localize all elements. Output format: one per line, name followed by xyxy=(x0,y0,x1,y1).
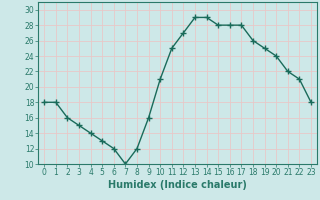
X-axis label: Humidex (Indice chaleur): Humidex (Indice chaleur) xyxy=(108,180,247,190)
